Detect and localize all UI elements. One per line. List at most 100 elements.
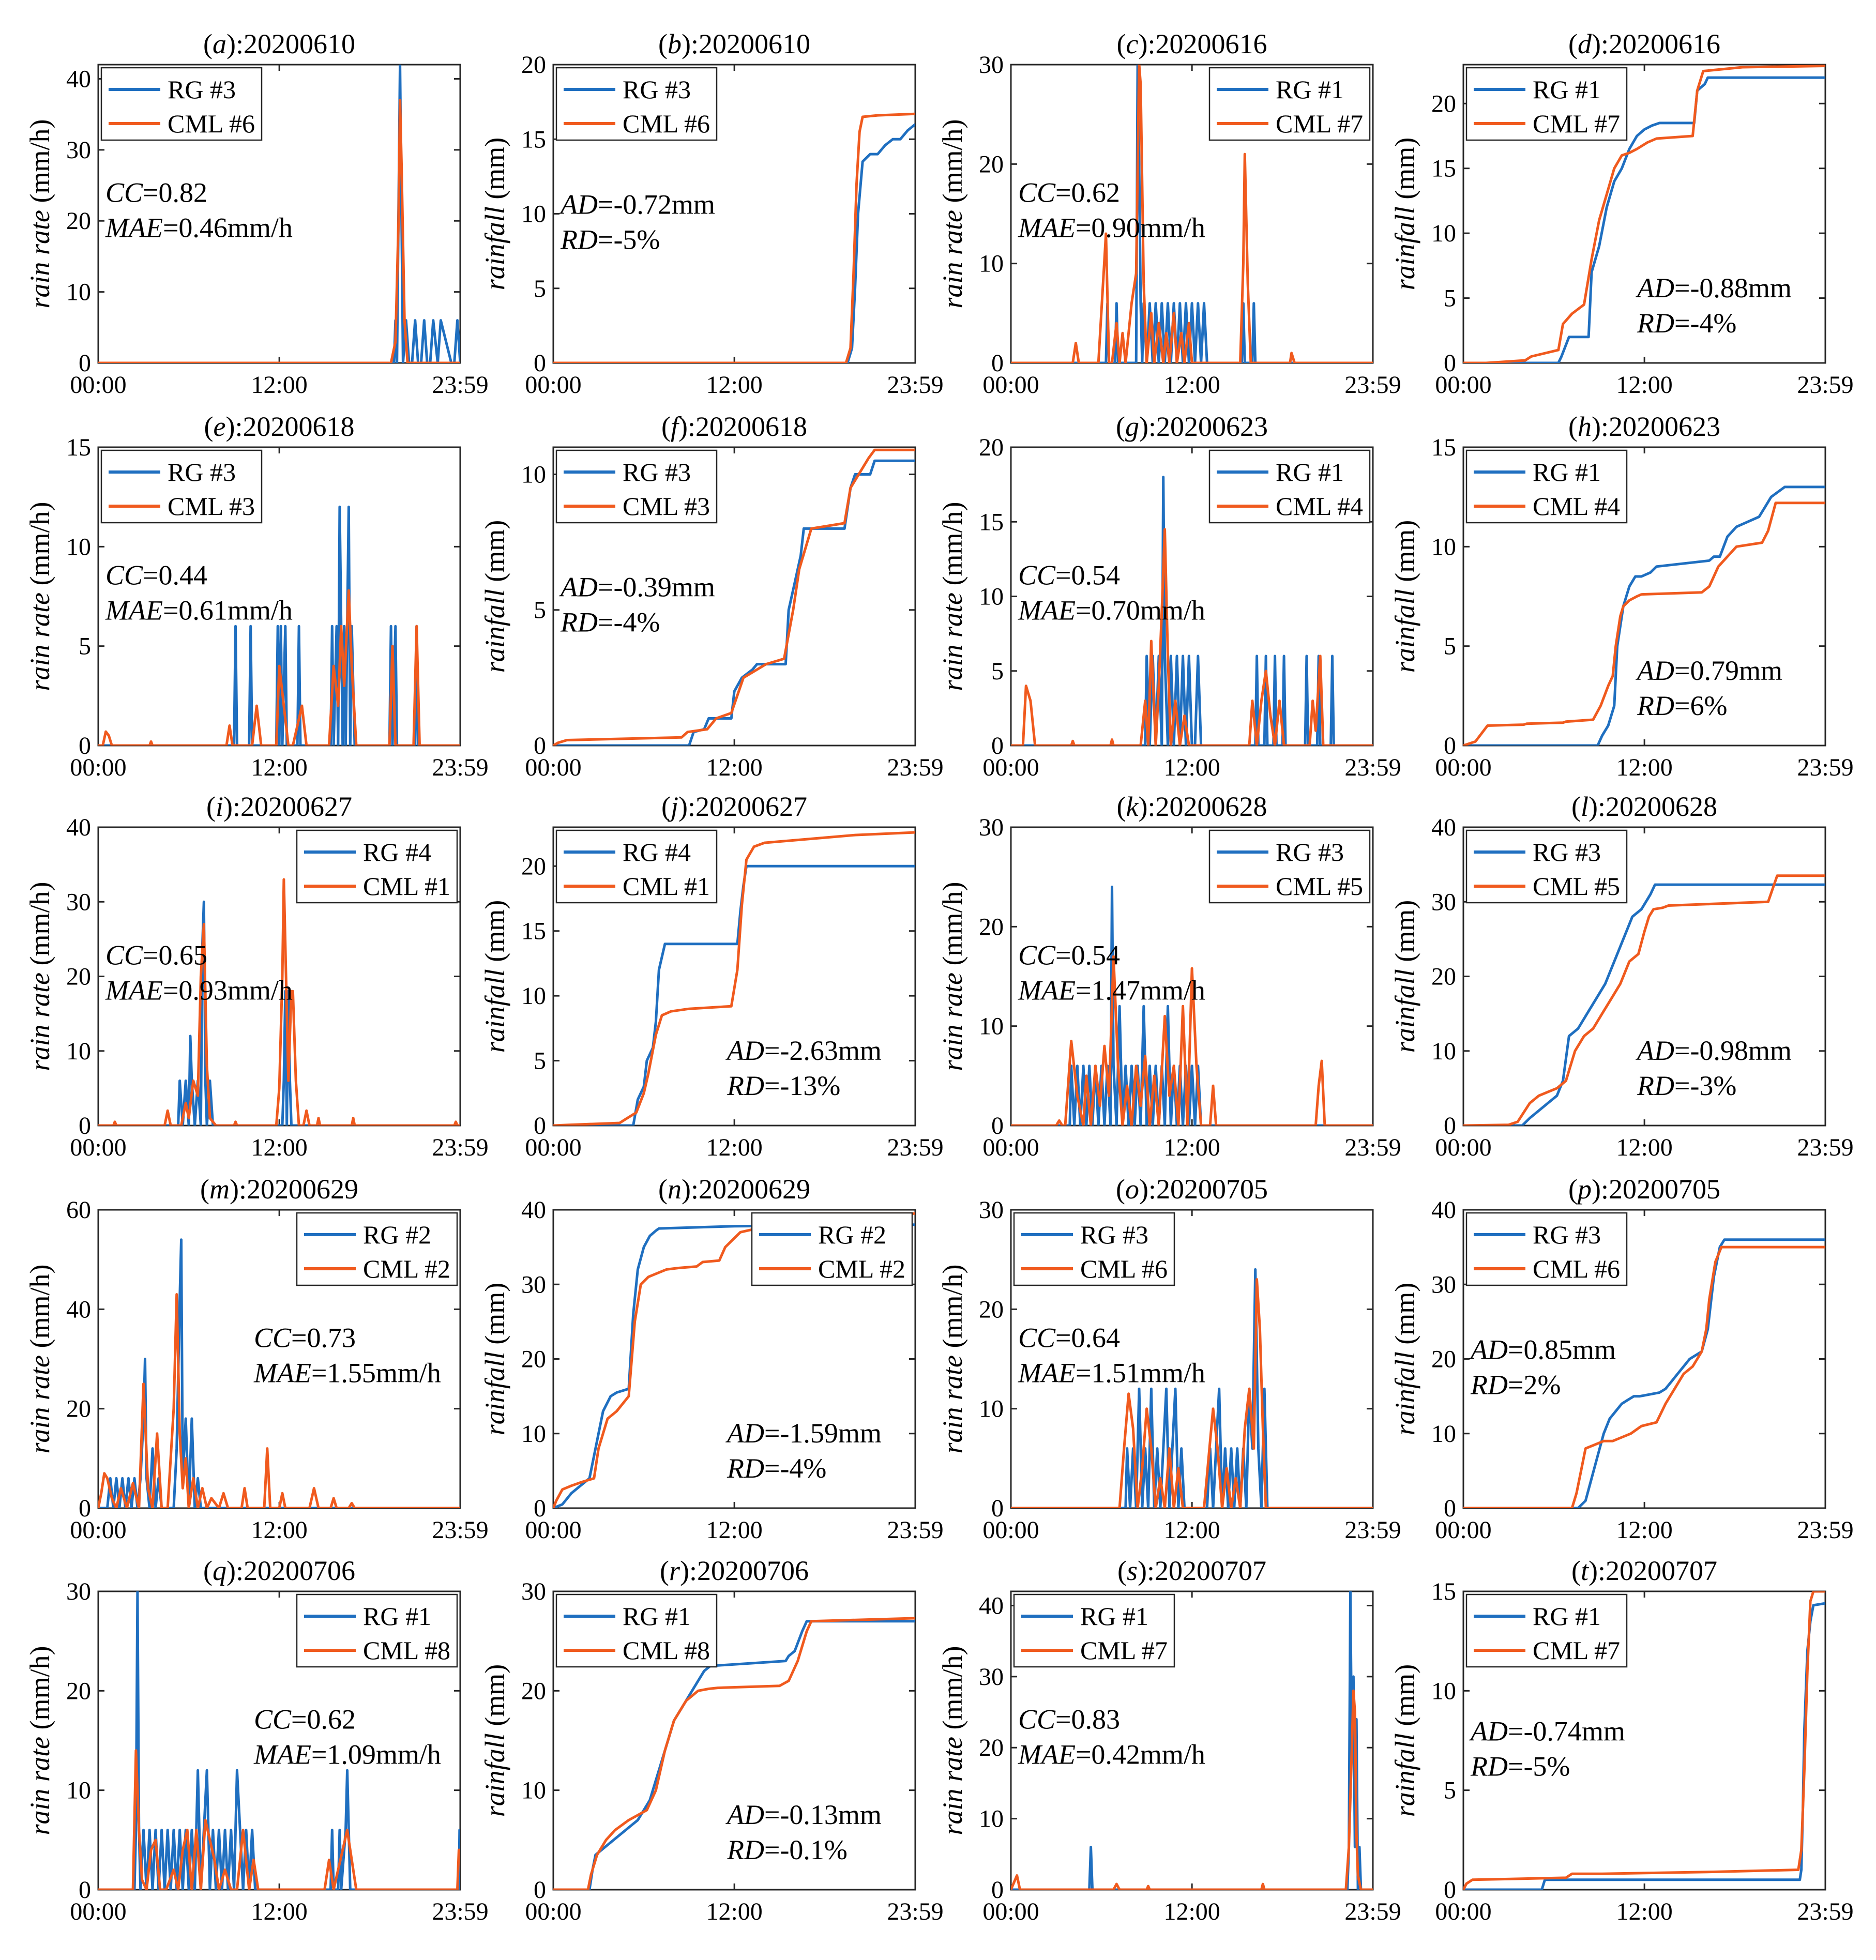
panel-j: (j):20200627 0 5 10 15 20 00:00 12:00 23:59 rainf…: [479, 791, 944, 1161]
stat-annotation: CC=0.44: [105, 559, 207, 590]
y-axis-label: rainfall (mm): [1389, 520, 1420, 673]
series-rg: [553, 1223, 915, 1508]
y-tick-label: 0: [534, 1495, 546, 1522]
x-tick-label: 12:00: [1163, 1898, 1220, 1925]
panel-title: (t):20200707: [1571, 1555, 1717, 1586]
legend-label: CML #7: [1533, 109, 1620, 138]
legend-label: RG #1: [1533, 75, 1601, 104]
y-tick-label: 10: [521, 201, 546, 228]
x-tick-label: 12:00: [706, 1516, 762, 1544]
x-tick-label: 00:00: [982, 1516, 1039, 1544]
x-tick-label: 23:59: [432, 1898, 488, 1925]
y-tick-label: 40: [979, 1592, 1004, 1619]
stat-annotation: CC=0.54: [1018, 939, 1120, 970]
legend-box: [1013, 1212, 1175, 1286]
y-tick-label: 20: [66, 1677, 91, 1705]
x-tick-label: 00:00: [525, 1516, 581, 1544]
y-tick-label: 20: [521, 1677, 546, 1705]
y-tick-label: 5: [991, 658, 1004, 685]
panel-title: (s):20200707: [1117, 1555, 1266, 1586]
legend-label: RG #2: [818, 1220, 886, 1249]
legend-label: CML #1: [623, 872, 710, 901]
y-tick-label: 20: [979, 434, 1004, 461]
y-tick-label: 40: [521, 1196, 546, 1224]
y-axis-label: rainfall (mm): [1389, 1664, 1420, 1817]
stat-annotation: CC=0.54: [1018, 559, 1120, 590]
legend: RG #3 CML #6: [555, 67, 718, 141]
y-tick-label: 0: [991, 350, 1004, 377]
panel-title: (j):20200627: [661, 791, 807, 822]
y-axis-label: rain rate (mm/h): [24, 1265, 55, 1454]
panel-title: (h):20200623: [1568, 411, 1720, 442]
stat-annotation: RD=-0.1%: [727, 1834, 848, 1865]
stat-annotation: MAE=0.70mm/h: [1018, 595, 1205, 626]
legend-label: RG #1: [623, 1602, 691, 1631]
panel-title: (a):20200610: [203, 28, 355, 59]
y-axis-label: rain rate (mm/h): [937, 119, 968, 309]
series-rg: [98, 505, 460, 746]
series-cml: [98, 589, 460, 746]
series-cml: [1463, 65, 1825, 363]
x-tick-label: 12:00: [1163, 371, 1220, 399]
stat-annotation: AD=-0.74mm: [1469, 1716, 1625, 1747]
x-tick-label: 12:00: [1616, 1898, 1672, 1925]
y-tick-label: 0: [1444, 1112, 1456, 1139]
y-tick-label: 0: [1444, 350, 1456, 377]
legend-box: [100, 449, 263, 524]
legend-box: [1465, 67, 1628, 141]
panel-title: (o):20200705: [1116, 1174, 1268, 1205]
y-tick-label: 20: [979, 913, 1004, 940]
y-axis-label: rain rate (mm/h): [24, 1646, 55, 1835]
legend-box: [1208, 67, 1371, 141]
x-tick-label: 12:00: [1616, 1134, 1672, 1161]
x-tick-label: 12:00: [251, 1898, 307, 1925]
panel-title: (k):20200628: [1117, 791, 1267, 822]
y-tick-label: 15: [979, 508, 1004, 536]
legend-label: RG #3: [168, 458, 236, 487]
y-tick-label: 0: [79, 1876, 91, 1904]
legend-label: CML #7: [1533, 1636, 1620, 1665]
y-tick-label: 30: [979, 1196, 1004, 1224]
panel-a: (a):20200610 0 10 20 30 40 00:00 12:00 23:59 rain…: [24, 28, 489, 399]
legend: RG #3 CML #6: [1013, 1212, 1175, 1286]
legend: RG #3 CML #3: [555, 449, 718, 524]
y-tick-label: 10: [1431, 1677, 1456, 1705]
legend-label: RG #1: [1533, 458, 1601, 487]
x-tick-label: 00:00: [982, 371, 1039, 399]
y-axis-label: rainfall (mm): [479, 1664, 510, 1817]
panel-title: (e):20200618: [204, 411, 355, 442]
stat-annotation: AD=-0.98mm: [1636, 1035, 1792, 1066]
y-tick-label: 5: [1444, 633, 1456, 660]
legend-label: CML #1: [363, 872, 450, 901]
legend-label: RG #1: [1533, 1602, 1601, 1631]
panel-title: (n):20200629: [658, 1174, 810, 1205]
legend-label: CML #5: [1533, 872, 1620, 901]
x-tick-label: 23:59: [887, 1516, 943, 1544]
legend-box: [1465, 1593, 1628, 1668]
y-tick-label: 20: [521, 51, 546, 79]
panel-title: (c):20200616: [1117, 28, 1267, 59]
legend: RG #2 CML #2: [751, 1212, 913, 1286]
legend-label: RG #3: [1533, 838, 1601, 867]
panel-g: (g):20200623 0 5 10 15 20 00:00 12:00 23:59 rain …: [937, 411, 1401, 781]
y-tick-label: 0: [79, 1112, 91, 1139]
y-tick-label: 10: [66, 533, 91, 560]
legend-label: RG #3: [1080, 1220, 1148, 1249]
y-axis-label: rainfall (mm): [1389, 900, 1420, 1053]
x-tick-label: 23:59: [1344, 1134, 1401, 1161]
legend-box: [1465, 1212, 1628, 1286]
panel-h: (h):20200623 0 5 10 15 00:00 12:00 23:59 rainfal…: [1389, 411, 1854, 781]
x-tick-label: 12:00: [251, 754, 307, 781]
stat-annotation: AD=0.79mm: [1636, 655, 1782, 686]
stat-annotation: CC=0.62: [1018, 177, 1120, 208]
legend-label: RG #4: [363, 838, 431, 867]
legend-label: CML #7: [1080, 1636, 1168, 1665]
panel-title: (g):20200623: [1116, 411, 1268, 442]
series-cml: [98, 99, 460, 363]
y-tick-label: 10: [521, 461, 546, 488]
x-tick-label: 00:00: [525, 1898, 581, 1925]
y-tick-label: 20: [979, 1734, 1004, 1761]
x-tick-label: 00:00: [1435, 1134, 1491, 1161]
stat-annotation: MAE=0.46mm/h: [105, 212, 293, 243]
